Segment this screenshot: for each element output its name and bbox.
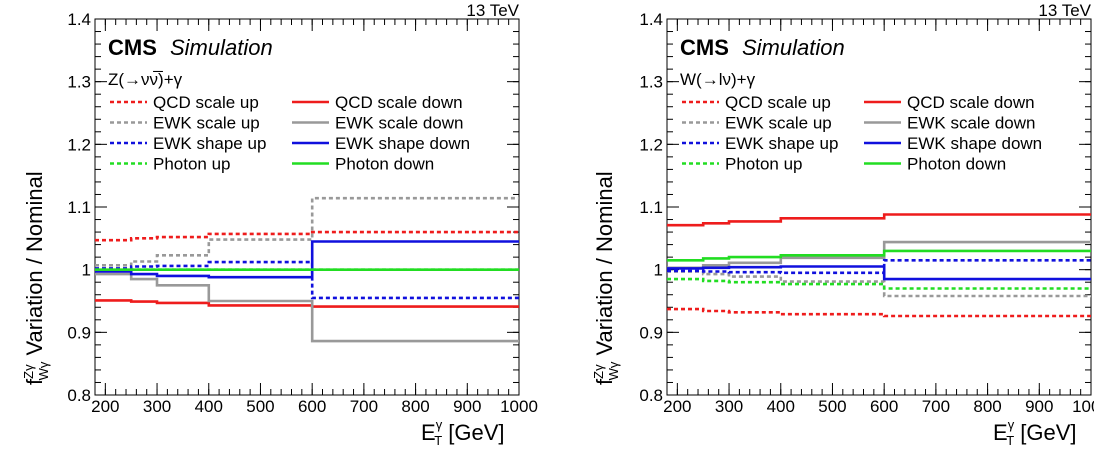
y-tick-label: 0.8 [639,386,663,405]
x-tick-label: 600 [298,397,326,416]
legend-entry: Photon up [725,155,803,174]
x-tick-label: 300 [715,397,743,416]
legend-entry: EWK scale up [725,114,832,133]
x-axis-title-unit: [GeV] [442,420,504,445]
legend-entry: Photon up [153,155,231,174]
x-tick-label: 700 [922,397,950,416]
x-tick-label: 500 [818,397,846,416]
y-tick-label: 1.1 [67,198,91,217]
process-label: Z(→νν̅)+γ [108,70,183,89]
series-line-photon-up [667,277,1091,290]
y-axis-title-f: f [592,378,617,385]
series-line-qcd-scale-down [667,213,1091,227]
legend-entry: EWK scale up [153,114,260,133]
x-tick-label: 900 [453,397,481,416]
series-line-ewk-scale-down [95,272,519,343]
x-tick-label: 800 [973,397,1001,416]
x-tick-label: 700 [350,397,378,416]
y-tick-label: 1 [654,261,663,280]
x-axis-title-e: E [993,420,1008,445]
plot-panel-2: 200 300 400 500 600 700 800 900 1000 0.8 0.9 1 1.1 1.… [591,1,1094,448]
y-axis-title: fZγWγ Variation / Nominal [21,171,51,385]
y-tick-label: 1.3 [639,73,663,92]
series-line-ewk-shape-down [667,265,1091,281]
series-line-ewk-shape-up [95,260,519,300]
x-tick-label: 300 [143,397,171,416]
legend-entry: EWK scale down [335,114,464,133]
y-axis-title-main: Variation / Nominal [592,171,617,361]
legend-entry: EWK shape up [725,134,838,153]
y-tick-label: 1.4 [639,10,663,29]
x-tick-label: 400 [195,397,223,416]
x-axis-title: Eγ T [GeV] [993,417,1077,448]
x-tick-label: 200 [91,397,119,416]
process-label: W(→lν)+γ [680,70,756,89]
series-line-photon-down [667,249,1091,262]
series-line-qcd-scale-up [95,230,519,242]
energy-label: 13 TeV [1038,1,1091,20]
x-axis-title-sub: T [434,433,442,448]
experiment-label: CMS [108,35,157,60]
x-tick-label: 200 [663,397,691,416]
legend-entry: QCD scale up [725,93,831,112]
y-axis-title-main: Variation / Nominal [22,171,47,361]
x-tick-label: 900 [1025,397,1053,416]
legend-entry: EWK scale down [907,114,1036,133]
plot-panel-1: 200 300 400 500 600 700 800 900 1000 0.8 0.9 1 1.1 1.… [21,1,538,448]
x-axis-title-unit: [GeV] [1014,420,1076,445]
experiment-label: CMS [680,35,729,60]
legend-entry: QCD scale down [907,93,1035,112]
simulation-label: Simulation [170,35,273,60]
x-tick-label: 800 [401,397,429,416]
x-axis-title-e: E [421,420,436,445]
y-tick-label: 1.2 [67,135,91,154]
series-line-ewk-shape-down [95,240,519,279]
x-axis-title-sub: T [1006,433,1014,448]
x-tick-label: 400 [767,397,795,416]
y-tick-label: 1.4 [67,10,91,29]
y-tick-label: 1.2 [639,135,663,154]
energy-label: 13 TeV [466,1,519,20]
x-tick-label: 500 [246,397,274,416]
legend-entry: EWK shape up [153,134,266,153]
legend-entry: QCD scale up [153,93,259,112]
legend-entry: EWK shape down [335,134,470,153]
y-axis-title-sup: Zγ [591,364,606,379]
y-tick-label: 1 [82,261,91,280]
x-tick-label: 1000 [500,397,538,416]
legend-entry: EWK shape down [907,134,1042,153]
x-axis-title-sup: γ [436,417,443,432]
y-axis-title-sup: Zγ [21,364,36,379]
x-axis-title: Eγ T [GeV] [421,417,505,448]
y-axis-title-sub: Wγ [36,361,51,380]
legend-entry: Photon down [907,155,1006,174]
x-tick-label: 600 [870,397,898,416]
y-tick-label: 1.3 [67,73,91,92]
y-axis-title-f: f [22,378,47,385]
series-line-qcd-scale-up [667,307,1091,318]
y-axis-title-sub: Wγ [606,361,621,380]
legend-entry: Photon down [335,155,434,174]
y-tick-label: 1.1 [639,198,663,217]
y-tick-label: 0.9 [67,323,91,342]
legend-entry: QCD scale down [335,93,463,112]
y-tick-label: 0.9 [639,323,663,342]
x-axis-title-sup: γ [1008,417,1015,432]
x-tick-label: 1000 [1072,397,1094,416]
series-line-ewk-scale-up [95,196,519,267]
y-tick-label: 0.8 [67,386,91,405]
y-axis-title: fZγWγ Variation / Nominal [591,171,621,385]
simulation-label: Simulation [742,35,845,60]
